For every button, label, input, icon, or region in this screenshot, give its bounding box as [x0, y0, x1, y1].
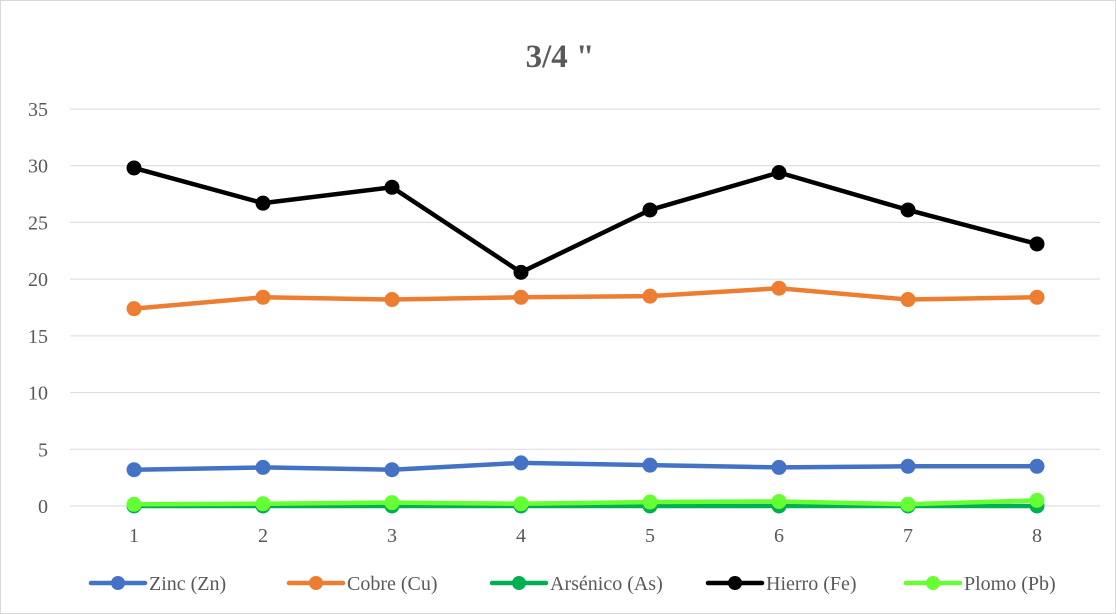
legend-item: Hierro (Fe) — [705, 573, 857, 595]
series-1 — [126, 280, 1045, 317]
x-tick-label: 2 — [258, 525, 268, 547]
data-point — [513, 289, 529, 305]
y-tick-label: 15 — [28, 326, 48, 348]
data-point — [513, 496, 529, 512]
data-point — [255, 496, 271, 512]
y-tick-label: 20 — [28, 269, 48, 291]
legend-swatch-marker — [728, 576, 742, 590]
data-point — [126, 462, 142, 478]
data-point — [1029, 236, 1045, 252]
data-point — [642, 457, 658, 473]
legend-label: Zinc (Zn) — [149, 573, 226, 595]
data-point — [900, 496, 916, 512]
y-tick-label: 25 — [28, 212, 48, 234]
legend-label: Arsénico (As) — [550, 573, 663, 595]
data-point — [1029, 458, 1045, 474]
series-line — [131, 285, 1040, 311]
data-point — [384, 179, 400, 195]
data-point — [771, 165, 787, 181]
data-point — [900, 202, 916, 218]
chart-title: 3/4 " — [526, 39, 595, 75]
legend-swatch-marker — [309, 576, 323, 590]
data-point — [771, 280, 787, 296]
data-point — [771, 493, 787, 509]
data-point — [255, 459, 271, 475]
y-tick-label: 30 — [28, 156, 48, 178]
series-line — [131, 165, 1040, 275]
legend-item: Plomo (Pb) — [903, 573, 1056, 595]
data-point — [126, 496, 142, 512]
data-point — [900, 458, 916, 474]
data-point — [642, 494, 658, 510]
data-point — [513, 455, 529, 471]
legend: Zinc (Zn) Cobre (Cu) Arsénico (As) Hierro (… — [88, 573, 1056, 595]
data-point — [771, 459, 787, 475]
data-point — [1029, 289, 1045, 305]
x-tick-label: 3 — [387, 525, 397, 547]
data-point — [255, 195, 271, 211]
data-point — [384, 462, 400, 478]
y-tick-label: 10 — [28, 383, 48, 405]
x-tick-label: 5 — [645, 525, 655, 547]
legend-item: Arsénico (As) — [489, 573, 663, 595]
series-line — [131, 460, 1040, 472]
x-tick-label: 6 — [774, 525, 784, 547]
legend-swatch-marker — [926, 576, 940, 590]
data-point — [900, 292, 916, 308]
legend-swatch-marker — [512, 576, 526, 590]
data-point — [513, 264, 529, 280]
legend-label: Cobre (Cu) — [347, 573, 438, 595]
data-point — [255, 289, 271, 305]
x-axis-ticks: 1 2 3 4 5 6 7 8 — [129, 525, 1042, 547]
data-point — [126, 301, 142, 317]
gridlines — [70, 108, 1100, 450]
series-4 — [126, 492, 1045, 512]
legend-item: Cobre (Cu) — [286, 573, 438, 595]
y-tick-label: 5 — [38, 439, 48, 461]
data-point — [1029, 492, 1045, 508]
legend-item: Zinc (Zn) — [88, 573, 226, 595]
series-0 — [126, 455, 1045, 478]
legend-label: Hierro (Fe) — [766, 573, 857, 595]
x-tick-label: 7 — [903, 525, 913, 547]
data-point — [642, 288, 658, 304]
y-tick-label: 35 — [28, 99, 48, 121]
series-line — [131, 498, 1040, 507]
x-tick-label: 4 — [516, 525, 526, 547]
series-group — [126, 160, 1045, 514]
data-point — [126, 160, 142, 176]
data-point — [642, 202, 658, 218]
data-point — [384, 495, 400, 511]
legend-swatch-marker — [111, 576, 125, 590]
data-point — [384, 292, 400, 308]
x-tick-label: 8 — [1032, 525, 1042, 547]
legend-label: Plomo (Pb) — [964, 573, 1056, 595]
x-tick-label: 1 — [129, 525, 139, 547]
y-tick-label: 0 — [38, 496, 48, 518]
series-3 — [126, 160, 1045, 280]
y-axis-ticks: 0 5 10 15 20 25 30 35 — [28, 99, 48, 518]
